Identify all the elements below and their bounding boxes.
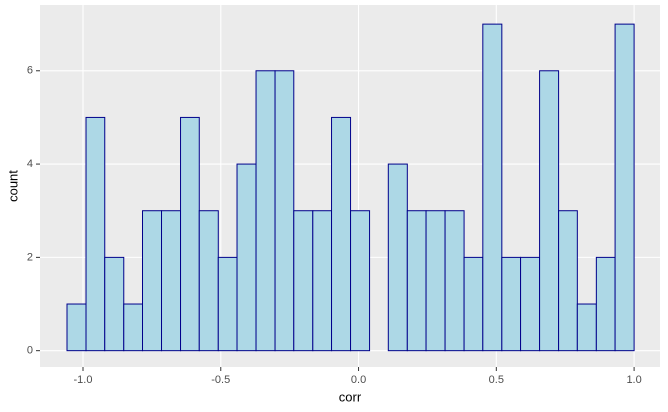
bar xyxy=(482,23,503,352)
bar xyxy=(123,303,144,352)
bar xyxy=(198,210,219,352)
bar xyxy=(539,70,560,352)
bar xyxy=(576,303,597,352)
y-tick-label: 0 xyxy=(27,345,33,357)
bar xyxy=(406,210,427,352)
bar xyxy=(104,256,125,352)
y-tick-label: 6 xyxy=(27,65,33,77)
bar xyxy=(387,163,408,352)
bar xyxy=(236,163,257,352)
bar xyxy=(350,210,371,352)
x-tick-label: 1.0 xyxy=(626,374,641,386)
bar xyxy=(85,116,106,352)
x-tick-label: -1.0 xyxy=(74,374,93,386)
bar xyxy=(255,70,276,352)
bar xyxy=(501,256,522,352)
bar xyxy=(520,256,541,352)
bar xyxy=(142,210,163,352)
bar xyxy=(614,23,635,352)
x-axis-title: corr xyxy=(339,389,362,404)
x-tick-label: 0.5 xyxy=(489,374,504,386)
bar xyxy=(331,116,352,352)
bar xyxy=(217,256,238,352)
bar xyxy=(444,210,465,352)
y-tick-label: 4 xyxy=(27,158,33,170)
y-tick-label: 2 xyxy=(27,251,33,263)
bar xyxy=(312,210,333,352)
y-axis-title: count xyxy=(5,170,20,202)
bar xyxy=(595,256,616,352)
bar xyxy=(425,210,446,352)
bar xyxy=(463,256,484,352)
bar xyxy=(293,210,314,352)
bar xyxy=(161,210,182,352)
bar xyxy=(180,116,200,352)
x-tick-label: -0.5 xyxy=(211,374,230,386)
bar xyxy=(274,70,295,352)
bar xyxy=(558,210,578,352)
x-tick-label: 0.0 xyxy=(351,374,366,386)
bar xyxy=(66,303,87,352)
